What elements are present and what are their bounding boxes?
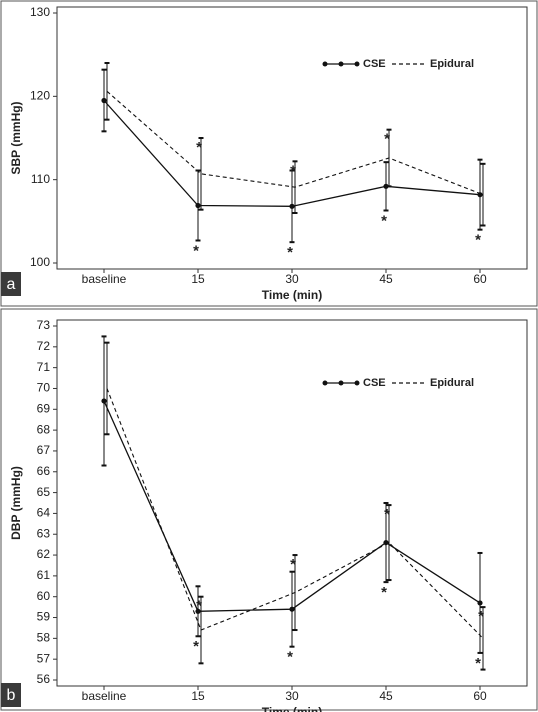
data-point: [289, 203, 295, 209]
legend-label: CSE: [363, 58, 386, 70]
legend-marker: [338, 61, 344, 67]
y-tick-label: 64: [37, 506, 51, 520]
significance-mark: *: [287, 244, 293, 261]
y-tick-label: 67: [37, 443, 51, 457]
panel-badge: [1, 272, 21, 296]
x-tick-label: baseline: [82, 689, 127, 703]
data-point: [195, 202, 201, 209]
x-tick-label: 30: [285, 272, 299, 286]
panel-badge: [1, 683, 21, 707]
legend-label: CSE: [363, 377, 386, 389]
y-tick-label: 120: [30, 89, 50, 103]
x-tick-label: 45: [379, 689, 393, 703]
y-tick-label: 130: [30, 5, 50, 19]
significance-mark: *: [290, 162, 296, 179]
x-axis-title: Time (min): [262, 288, 322, 302]
significance-mark: *: [475, 232, 481, 249]
significance-mark: *: [381, 212, 387, 229]
panel-label: b: [7, 687, 16, 704]
data-point: [383, 183, 389, 189]
significance-mark: *: [478, 608, 484, 625]
y-tick-label: 58: [37, 631, 51, 645]
legend-marker: [338, 380, 344, 386]
y-tick-label: 110: [31, 172, 50, 186]
significance-mark: *: [290, 556, 296, 573]
significance-mark: *: [196, 139, 202, 156]
data-point: [195, 608, 201, 614]
x-tick-label: 30: [285, 689, 299, 703]
legend-label: Epidural: [430, 377, 474, 389]
y-tick-label: 72: [37, 339, 51, 353]
y-tick-label: 100: [30, 255, 50, 269]
data-point: [477, 600, 483, 606]
data-point: [289, 606, 295, 612]
x-tick-label: 15: [191, 689, 205, 703]
y-tick-label: 56: [37, 672, 51, 686]
x-tick-label: baseline: [82, 272, 127, 286]
panel-label: a: [7, 276, 16, 293]
x-tick-label: 15: [191, 272, 205, 286]
x-tick-label: 45: [379, 272, 393, 286]
panel-frame: [0, 0, 538, 307]
significance-mark: *: [196, 598, 202, 615]
x-tick-label: 60: [473, 272, 487, 286]
legend-marker: [354, 380, 360, 386]
data-point: [101, 97, 107, 104]
y-tick-label: 59: [37, 610, 51, 624]
y-tick-label: 69: [37, 401, 51, 415]
y-tick-label: 60: [37, 589, 51, 603]
significance-mark: *: [475, 655, 481, 672]
panel-frame: [0, 308, 538, 711]
significance-mark: *: [384, 506, 390, 523]
y-tick-label: 71: [37, 360, 51, 374]
y-tick-label: 57: [37, 651, 51, 665]
y-tick-label: 65: [37, 485, 51, 499]
y-tick-label: 68: [37, 422, 51, 436]
x-axis-title: Time (min): [262, 705, 322, 712]
y-tick-label: 61: [37, 568, 51, 582]
y-tick-label: 73: [37, 318, 51, 332]
y-tick-label: 62: [37, 547, 51, 561]
significance-mark: *: [193, 242, 199, 259]
y-axis-title: SBP (mmHg): [9, 101, 23, 174]
y-tick-label: 63: [37, 526, 51, 540]
data-point: [101, 398, 107, 404]
y-tick-label: 66: [37, 464, 51, 478]
y-tick-label: 70: [37, 381, 51, 395]
significance-mark: *: [381, 584, 387, 601]
legend-marker: [322, 380, 328, 386]
y-axis-title: DBP (mmHg): [9, 466, 23, 540]
legend-label: Epidural: [430, 58, 474, 70]
legend-marker: [354, 61, 360, 67]
significance-mark: *: [384, 131, 390, 148]
significance-mark: *: [193, 638, 199, 655]
significance-mark: *: [287, 649, 293, 666]
x-tick-label: 60: [473, 689, 487, 703]
legend-marker: [322, 61, 328, 67]
